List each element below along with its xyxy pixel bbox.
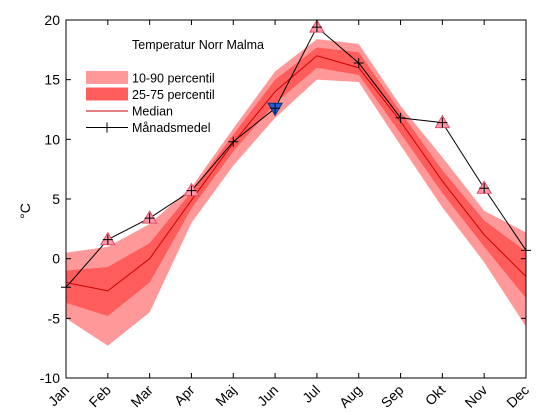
legend-label-m-nadsmedel: Månadsmedel — [132, 121, 211, 135]
mean-point-feb — [102, 234, 113, 245]
x-tick-label-nov: Nov — [461, 382, 490, 411]
x-tick-label-okt: Okt — [422, 382, 449, 409]
y-tick-label: 20 — [44, 12, 60, 28]
y-tick-label: 5 — [52, 191, 60, 207]
y-tick-label: -5 — [48, 310, 61, 326]
x-tick-label-sep: Sep — [378, 382, 407, 411]
monthly-mean-line — [65, 26, 527, 288]
legend-label-10-90-percentil: 10-90 percentil — [132, 72, 215, 86]
median-line — [65, 55, 527, 292]
band-25-75 — [66, 47, 526, 316]
y-axis: -10 -5 0 5 10 15 20 — [40, 12, 526, 386]
mean-point-apr — [186, 185, 197, 196]
mean-point-maj — [228, 136, 239, 147]
mean-point-nov — [479, 183, 490, 194]
mean-point-sep — [395, 112, 406, 123]
mean-point-aug — [353, 57, 364, 68]
y-tick-label: 10 — [44, 131, 60, 147]
y-tick-label: 0 — [52, 251, 60, 267]
percentile-bands — [66, 39, 526, 346]
x-tick-label-apr: Apr — [171, 382, 198, 409]
legend-swatch-25-75-percentil — [86, 87, 128, 101]
mean-point-okt — [437, 117, 448, 128]
band-10-90 — [66, 39, 526, 346]
x-tick-label-jul: Jul — [299, 382, 323, 406]
legend: Temperatur Norr Malma 10-90 percentil 25-… — [86, 38, 264, 135]
y-tick-label: -10 — [40, 370, 60, 386]
x-tick-label-dec: Dec — [503, 382, 532, 411]
legend-plus-icon — [102, 122, 112, 133]
mean-point-jun — [270, 103, 281, 114]
x-tick-label-mar: Mar — [127, 382, 156, 411]
y-tick-label: 15 — [44, 72, 60, 88]
x-tick-label-feb: Feb — [86, 382, 115, 411]
legend-swatch-10-90-percentil — [86, 71, 128, 84]
legend-label-median: Median — [132, 105, 173, 119]
chart-title: Temperatur Norr Malma — [132, 38, 264, 52]
legend-label-25-75-percentil: 25-75 percentil — [132, 88, 215, 102]
x-tick-label-aug: Aug — [336, 382, 365, 411]
x-tick-label-maj: Maj — [212, 382, 239, 409]
series-lines — [65, 26, 527, 292]
mean-point-mar — [144, 213, 155, 224]
extreme-markers — [61, 19, 531, 293]
y-axis-label: °C — [17, 203, 33, 219]
x-tick-label-jun: Jun — [254, 382, 281, 409]
